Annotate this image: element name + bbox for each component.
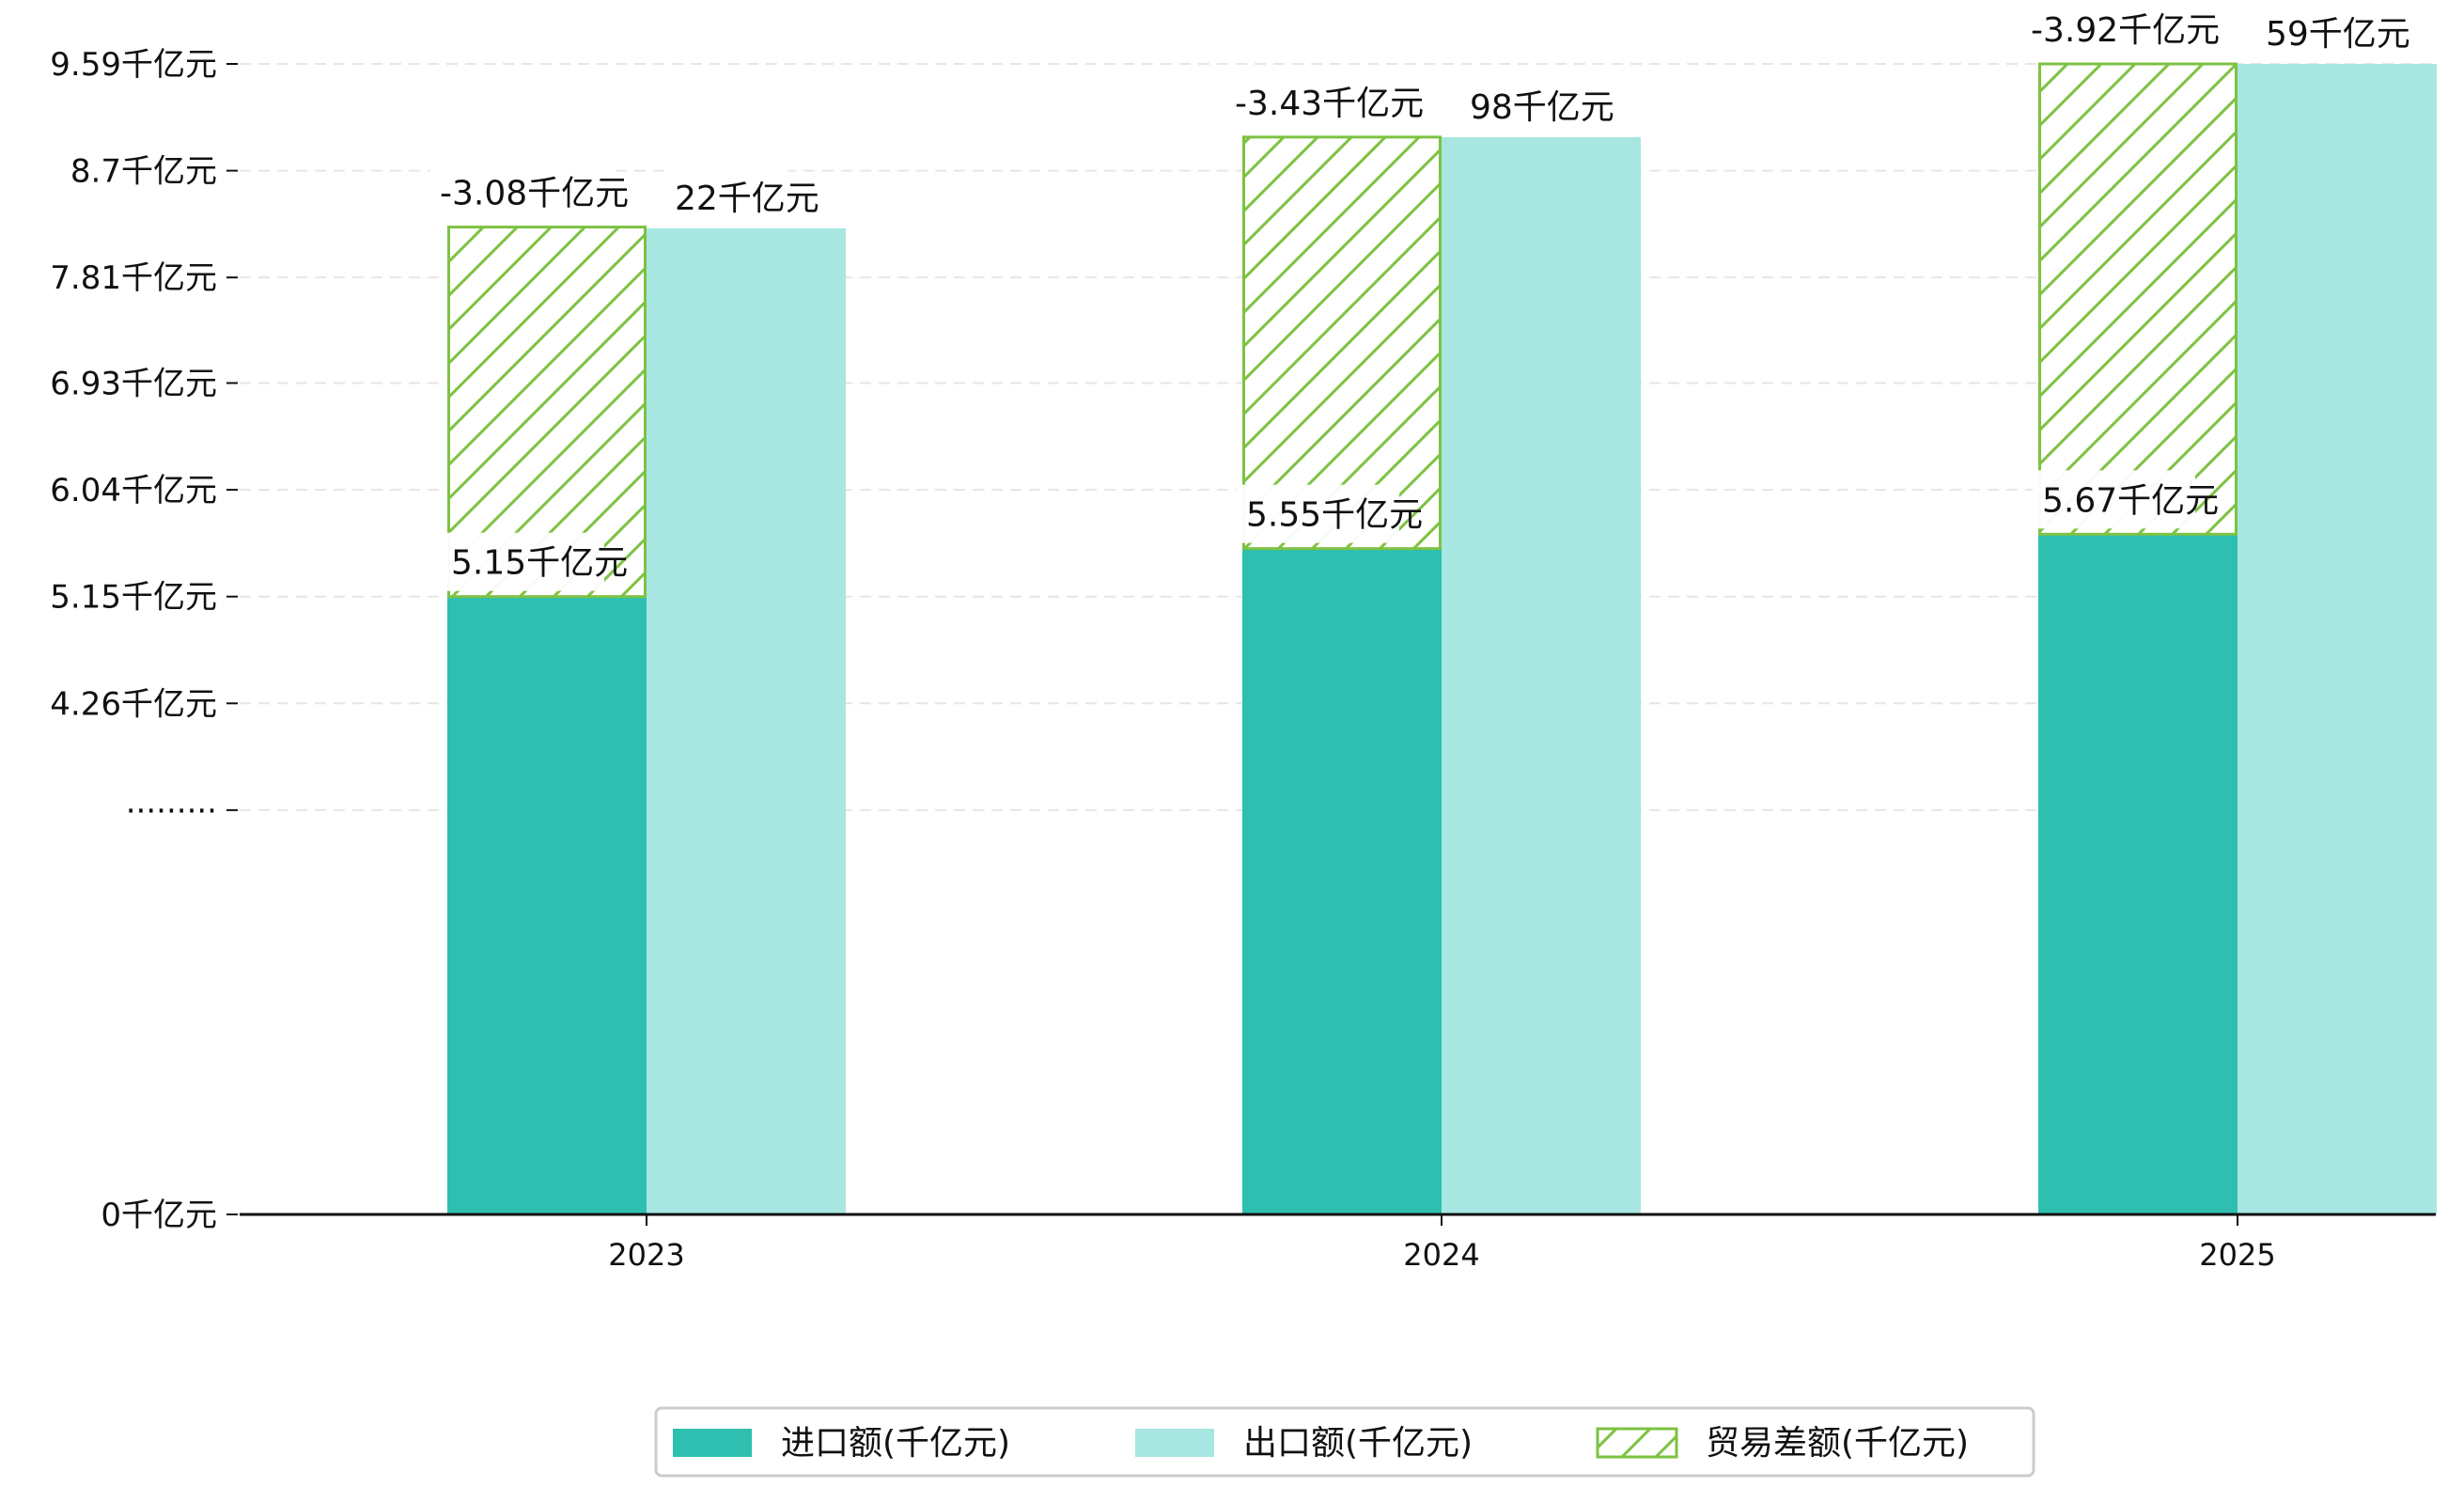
- legend: 进口额(千亿元) 出口额(千亿元) 贸易差额(千亿元): [654, 1406, 2035, 1478]
- export-value-label: 22千亿元: [675, 180, 819, 218]
- import-value-label-bg: [442, 532, 604, 591]
- data-labels: 5.15千亿元 -3.08千亿元 22千亿元 5.55千亿元 -3.43千亿元 98千亿元…: [430, 0, 2410, 591]
- legend-export-label: 出口额(千亿元): [1243, 1424, 1473, 1463]
- y-tick-label: 9.59千亿元: [50, 46, 217, 84]
- balance-value-label: -3.92千亿元: [2031, 11, 2220, 50]
- balance-value-label: -3.08千亿元: [440, 175, 629, 213]
- y-tick-label: 7.81千亿元: [50, 259, 217, 297]
- y-tick-label: 0千亿元: [101, 1197, 217, 1234]
- legend-import-swatch: [673, 1429, 752, 1457]
- y-tick-label: 8.7千亿元: [70, 153, 217, 191]
- export-value-label: 59千亿元: [2266, 15, 2410, 54]
- export-value-label-bg: [2256, 4, 2379, 62]
- import-value-label: 5.67千亿元: [2042, 481, 2219, 520]
- legend-import-label: 进口额(千亿元): [781, 1424, 1010, 1463]
- import-value-label-bg: [1237, 484, 1399, 543]
- axes: 0千亿元 ········· 4.26千亿元 5.15千亿元 6.04千亿元 6.93千亿…: [50, 46, 2436, 1273]
- export-value-label: 98千亿元: [1470, 88, 1614, 127]
- y-tick-label: 4.26千亿元: [50, 685, 217, 723]
- import-value-label-group: 5.55千亿元: [1237, 484, 1423, 543]
- import-value-label-group: 5.15千亿元: [442, 532, 628, 591]
- bars: [447, 62, 2437, 1215]
- import-bar: [447, 596, 647, 1214]
- export-value-label-bg: [1460, 76, 1583, 135]
- balance-value-label-group: -3.92千亿元: [2021, 0, 2220, 58]
- import-value-label: 5.55千亿元: [1246, 496, 1423, 535]
- import-bar: [2038, 534, 2238, 1214]
- export-value-label-bg: [665, 167, 788, 227]
- x-tick-label: 2024: [1403, 1237, 1479, 1273]
- legend-balance-swatch: [1596, 1427, 1678, 1459]
- y-tick-label: ·········: [126, 792, 217, 830]
- balance-value-label: -3.43千亿元: [1235, 85, 1424, 123]
- export-bar: [1442, 136, 1641, 1215]
- legend-balance-label: 贸易差额(千亿元): [1706, 1424, 1969, 1463]
- trade-balance-bar: [2038, 62, 2238, 536]
- legend-export-swatch: [1135, 1429, 1214, 1457]
- balance-value-label-bg: [2021, 0, 2204, 58]
- import-bar: [1242, 548, 1442, 1214]
- balance-value-label-bg: [430, 163, 613, 222]
- import-value-label-group: 5.67千亿元: [2033, 470, 2219, 529]
- export-value-label-group: 59千亿元: [2256, 4, 2410, 62]
- y-tick-label: 5.15千亿元: [50, 579, 217, 617]
- x-tick-label: 2023: [608, 1237, 684, 1273]
- trade-balance-bar: [1242, 135, 1442, 551]
- balance-value-label-group: -3.08千亿元: [430, 163, 629, 222]
- export-value-label-group: 98千亿元: [1460, 76, 1614, 135]
- balance-value-label-group: -3.43千亿元: [1225, 72, 1424, 132]
- balance-value-label-bg: [1225, 72, 1408, 132]
- export-bar: [647, 227, 846, 1214]
- legend-box: [654, 1406, 2035, 1478]
- y-tick-label: 6.04千亿元: [50, 472, 217, 509]
- export-bar: [2238, 64, 2437, 1214]
- import-value-label: 5.15千亿元: [451, 544, 628, 583]
- export-value-label-group: 22千亿元: [665, 167, 819, 227]
- y-tick-label: 6.93千亿元: [50, 366, 217, 403]
- import-value-label-bg: [2033, 470, 2195, 529]
- x-tick-label: 2025: [2199, 1237, 2275, 1273]
